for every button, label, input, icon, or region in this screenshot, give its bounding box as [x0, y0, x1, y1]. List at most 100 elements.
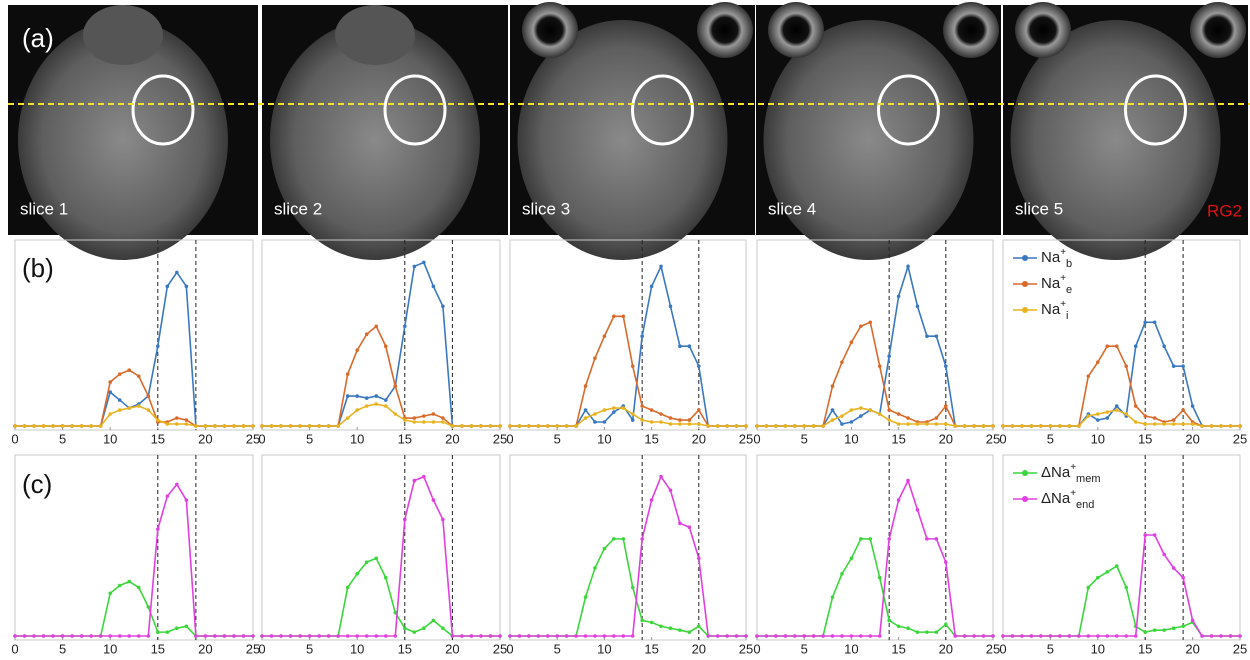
data-point	[1162, 628, 1166, 632]
data-point	[840, 634, 844, 638]
data-point	[593, 634, 597, 638]
data-point	[574, 424, 578, 428]
data-point	[89, 634, 93, 638]
x-tick-label: 10	[844, 431, 858, 446]
data-point	[1029, 424, 1034, 428]
data-point	[1114, 564, 1119, 568]
plot-frame	[261, 454, 501, 641]
data-point	[536, 634, 541, 638]
data-point	[697, 364, 701, 368]
legend-label: ΔNa+mem	[1041, 462, 1101, 485]
data-point	[479, 634, 483, 638]
series-line	[757, 538, 993, 637]
panel-label: (a)	[22, 23, 54, 53]
data-point	[383, 398, 388, 402]
data-point	[488, 424, 493, 428]
data-point	[136, 374, 141, 378]
data-point	[251, 424, 255, 428]
data-point	[896, 422, 901, 426]
roi	[631, 74, 694, 146]
data-point	[222, 634, 227, 638]
data-point	[649, 498, 654, 502]
data-point	[612, 537, 616, 541]
eye	[943, 2, 999, 58]
series-line	[510, 407, 746, 427]
series-line	[262, 403, 500, 427]
data-point	[383, 344, 388, 349]
data-point	[602, 420, 607, 424]
data-point	[668, 626, 673, 631]
roi	[383, 74, 447, 146]
data-point	[1171, 626, 1176, 631]
data-point	[32, 634, 36, 638]
data-point	[1133, 634, 1138, 638]
data-point	[127, 406, 132, 410]
x-tick-label: 0	[11, 431, 18, 446]
data-point	[1010, 424, 1015, 428]
data-point	[830, 408, 835, 412]
data-point	[583, 634, 588, 638]
data-point	[1114, 344, 1119, 349]
data-point	[906, 478, 910, 483]
x-tick-label: 10	[350, 431, 364, 446]
data-point	[906, 422, 910, 426]
data-point	[602, 408, 607, 412]
data-point	[934, 416, 939, 420]
legend-marker	[1022, 470, 1028, 476]
data-point	[156, 418, 160, 422]
data-point	[364, 560, 369, 564]
data-point	[1200, 424, 1204, 428]
data-point	[469, 634, 474, 638]
data-point	[687, 422, 692, 426]
data-point	[1010, 634, 1015, 638]
data-point	[117, 398, 122, 402]
data-point	[527, 634, 531, 638]
data-point	[1171, 364, 1176, 368]
data-point	[288, 634, 293, 638]
data-point	[156, 344, 160, 349]
data-point	[117, 372, 122, 376]
data-point	[915, 422, 920, 426]
series-line	[262, 261, 500, 427]
series-line	[757, 321, 993, 427]
data-point	[555, 634, 559, 638]
data-point	[859, 414, 863, 418]
data-point	[374, 394, 379, 398]
plot-frame	[509, 454, 747, 641]
data-point	[1181, 408, 1185, 412]
x-tick-label: 25	[246, 431, 260, 446]
data-point	[640, 618, 644, 623]
data-point	[887, 537, 891, 541]
data-point	[146, 408, 151, 412]
x-tick-label: 0	[258, 641, 265, 656]
data-point	[498, 634, 502, 638]
series-line	[1003, 534, 1240, 637]
bulb	[335, 5, 415, 65]
data-point	[821, 634, 825, 638]
data-point	[1143, 630, 1147, 634]
data-point	[89, 424, 93, 428]
series-line	[15, 270, 253, 427]
data-point	[1209, 634, 1214, 638]
series-line	[1003, 409, 1240, 427]
data-point	[630, 412, 635, 416]
x-tick-label: 5	[554, 641, 561, 656]
x-tick-label: 15	[398, 641, 412, 656]
data-point	[1190, 618, 1195, 623]
data-point	[630, 364, 635, 368]
data-point	[393, 610, 398, 615]
data-point	[725, 634, 729, 638]
data-point	[859, 634, 863, 638]
data-point	[336, 424, 340, 428]
data-point	[51, 634, 55, 638]
data-point	[811, 634, 816, 638]
data-point	[1029, 634, 1034, 638]
mri-image: slice 3	[510, 2, 755, 260]
data-point	[840, 360, 844, 364]
data-point	[1133, 344, 1138, 349]
data-point	[1190, 404, 1195, 408]
eye	[1015, 2, 1071, 58]
legend-label-part: Na	[1041, 301, 1061, 318]
data-point	[1067, 424, 1072, 428]
